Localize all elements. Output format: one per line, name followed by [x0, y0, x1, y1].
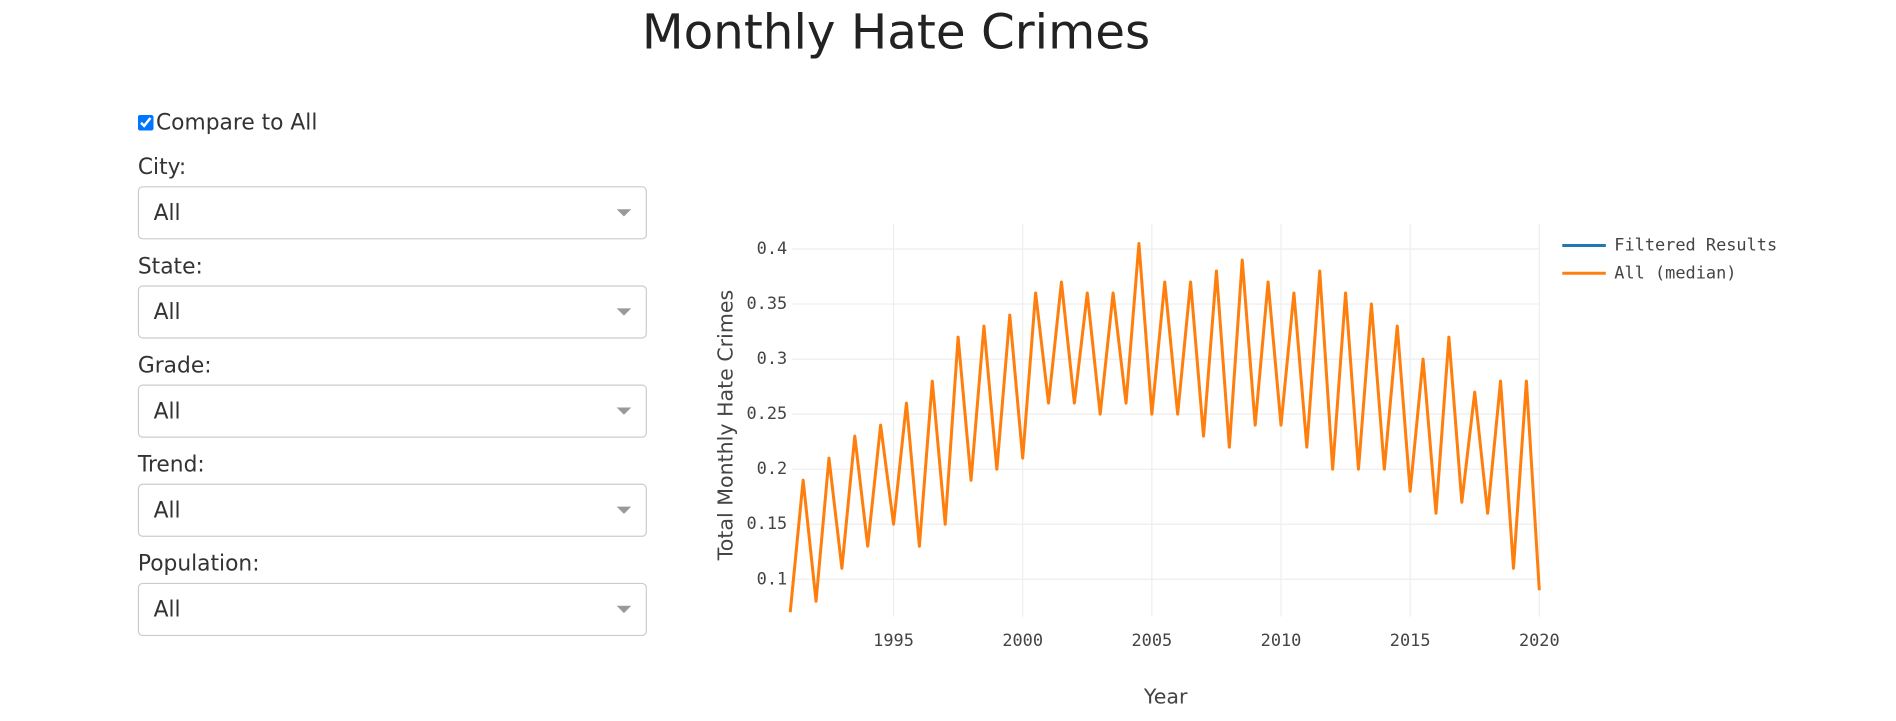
x-tick-label: 2005 — [1131, 630, 1172, 650]
filter-label: Population: — [137, 551, 260, 577]
x-tick-label: 2020 — [1519, 630, 1560, 650]
compare-label: Compare to All — [155, 109, 318, 135]
dropdown-arrow — [616, 506, 632, 514]
x-tick-label: 2010 — [1261, 630, 1302, 650]
filter-label: City: — [137, 154, 187, 181]
legend-label: Filtered Results — [1614, 234, 1777, 254]
dropdown-value: All — [153, 299, 181, 325]
filter-dropdown[interactable]: All — [137, 582, 647, 637]
filter-dropdown[interactable]: All — [137, 384, 647, 438]
y-axis-title: Total Monthly Hate Crimes — [714, 290, 738, 561]
compare-checkbox[interactable] — [137, 114, 154, 130]
filter-dropdown[interactable]: All — [137, 186, 647, 240]
y-tick-label: 0.15 — [746, 513, 787, 533]
filter-label: Trend: — [137, 452, 205, 478]
filter-dropdown[interactable]: All — [137, 483, 647, 537]
y-tick-label: 0.3 — [757, 348, 788, 368]
x-tick-label: 2000 — [1002, 630, 1043, 650]
dropdown-arrow — [616, 308, 632, 316]
dropdown-value: All — [153, 596, 181, 623]
dropdown-value: All — [153, 398, 181, 424]
y-tick-label: 0.1 — [757, 568, 788, 588]
x-tick-label: 2015 — [1390, 630, 1431, 650]
filter-panel: Compare to All City: All State: All Grade: Al… — [137, 106, 647, 650]
x-tick-label: 1995 — [873, 630, 914, 650]
dropdown-arrow — [616, 407, 632, 415]
dropdown-arrow — [616, 605, 632, 614]
dropdown-value: All — [153, 497, 181, 523]
dropdown-value: All — [153, 200, 181, 226]
filter-label: Grade: — [137, 353, 212, 379]
y-tick-label: 0.25 — [746, 403, 787, 423]
y-tick-label: 0.2 — [757, 458, 788, 478]
filter-label: State: — [137, 253, 203, 280]
page-title: Monthly Hate Crimes — [641, 4, 1151, 61]
x-axis-title: Year — [1143, 685, 1188, 709]
y-tick-label: 0.4 — [757, 238, 788, 258]
dropdown-arrow — [616, 209, 632, 217]
y-tick-label: 0.35 — [746, 293, 787, 313]
legend-label: All (median) — [1614, 262, 1736, 282]
compare-toggle[interactable]: Compare to All — [137, 106, 647, 137]
data-line — [788, 242, 1541, 613]
filter-dropdown[interactable]: All — [137, 285, 647, 339]
